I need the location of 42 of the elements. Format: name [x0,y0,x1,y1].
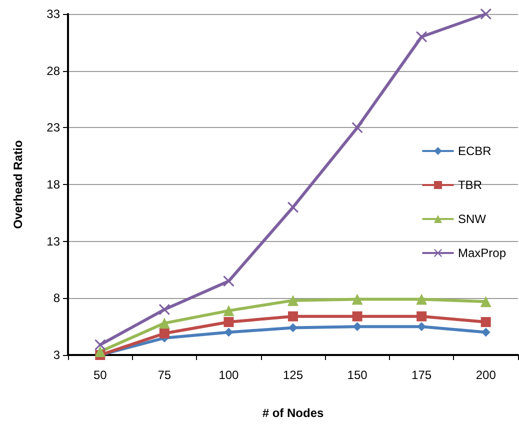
y-tick-label: 8 [53,291,60,306]
legend-label: TBR [458,178,482,192]
legend-label: MaxProp [458,246,506,260]
legend-label: ECBR [458,144,492,158]
point [223,305,234,316]
point [416,294,428,305]
y-tick-label: 3 [53,348,60,362]
point [352,122,363,134]
point [94,346,106,358]
point [158,318,170,329]
x-tick-label: 150 [347,368,368,382]
y-tick-label: 23 [46,120,60,135]
y-tick-label: 28 [46,64,60,78]
point [158,304,170,316]
point [288,294,298,306]
point [416,31,428,42]
point [288,202,298,213]
point [352,311,362,322]
point [94,339,106,350]
point [288,323,298,332]
x-tick-label: 50 [93,368,108,382]
y-axis-title: Overhead Ratio [11,140,25,229]
point [224,317,234,328]
x-tick-label: 125 [282,368,304,382]
point [480,8,492,20]
y-tick-label: 18 [46,178,60,192]
point [223,276,234,287]
point [288,311,298,322]
point [159,328,170,338]
point [481,328,490,337]
x-tick-label: 200 [476,368,496,382]
point [352,294,363,305]
x-tick-label: 75 [158,368,172,382]
y-tick-label: 13 [46,234,60,248]
x-axis-title: # of Nodes [262,406,324,420]
point [480,296,492,308]
x-tick-label: 100 [218,368,240,382]
point [480,317,491,328]
y-tick-label: 33 [46,7,60,21]
legend-label: SNW [458,212,487,226]
x-tick-label: 175 [412,368,432,382]
point [416,311,427,322]
